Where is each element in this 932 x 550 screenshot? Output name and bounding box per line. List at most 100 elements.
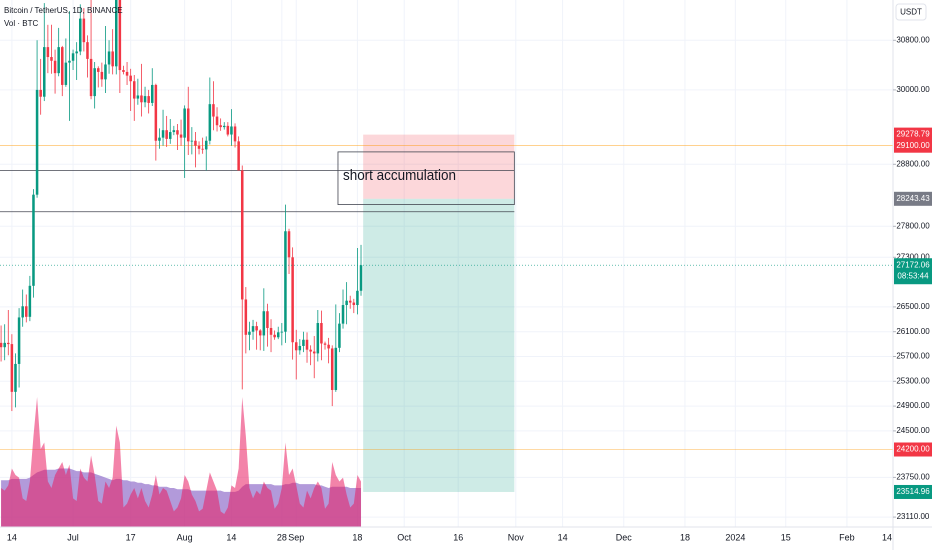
x-tick-label: 28 — [277, 532, 287, 542]
candle-body — [305, 339, 309, 350]
candle-body — [61, 47, 64, 85]
currency-button[interactable] — [895, 3, 927, 21]
candle-body — [14, 363, 17, 392]
y-tick-label: 25300.00 — [896, 376, 930, 385]
y-tick-label: 23110.00 — [897, 512, 930, 521]
candle-body — [7, 342, 10, 345]
price-tag-label: 23514.96 — [896, 487, 930, 496]
x-tick-label: 18 — [352, 532, 362, 542]
candle-body — [287, 231, 291, 258]
candle-body — [316, 323, 320, 354]
candle-body — [28, 285, 32, 317]
candle-body — [320, 323, 323, 344]
candle-body — [39, 89, 42, 97]
candle-body — [302, 339, 305, 346]
candle-body — [143, 96, 147, 103]
candle-body — [79, 18, 82, 52]
candle-body — [179, 134, 183, 138]
candle-body — [147, 96, 150, 103]
x-tick-label: Aug — [177, 532, 193, 542]
price-tag-label: 28243.43 — [896, 194, 930, 203]
candle-body — [359, 265, 363, 291]
candle-body — [348, 300, 352, 303]
candle-body — [71, 53, 75, 61]
candle-body — [75, 51, 78, 54]
candle-body — [89, 58, 93, 97]
x-tick-label: 14 — [226, 532, 236, 542]
candle-body — [129, 75, 132, 82]
candle-body — [46, 47, 50, 58]
candle-body — [356, 290, 359, 306]
candle-body — [197, 145, 201, 149]
price-tag-label: 27172.06 — [896, 260, 930, 269]
candle-body — [194, 140, 197, 146]
x-tick-label: Oct — [397, 532, 412, 542]
x-tick-label: 18 — [680, 532, 690, 542]
candle-body — [17, 317, 21, 364]
candle-body — [0, 342, 3, 348]
candle-body — [298, 345, 302, 351]
candle-body — [168, 132, 172, 139]
candle-body — [226, 125, 230, 135]
x-tick-label: 14 — [7, 532, 17, 542]
y-tick-label: 27800.00 — [896, 221, 930, 230]
axes: 30800.00 30000.00 28800.00 27800.00 27300.00… — [7, 35, 932, 542]
candle-body — [273, 334, 276, 338]
candle-body — [140, 95, 143, 103]
candle-body — [161, 130, 165, 138]
annotation-text: short accumulation — [343, 167, 456, 184]
candle-body — [341, 305, 345, 324]
candle-body — [186, 108, 190, 142]
price-tag — [894, 191, 932, 206]
price-tag-label: 24200.00 — [896, 445, 930, 454]
candle-body — [118, 0, 122, 71]
y-tick-label: 26100.00 — [896, 327, 930, 336]
candle-body — [208, 104, 212, 141]
candle-body — [53, 60, 57, 74]
x-tick-label: 15 — [781, 532, 791, 542]
y-tick-label: 28800.00 — [896, 159, 930, 168]
candle-body — [3, 342, 6, 348]
x-tick-label: Jul — [67, 532, 79, 542]
price-tag — [894, 127, 932, 142]
price-tag — [894, 484, 932, 499]
candle-body — [82, 18, 86, 43]
candle-body — [201, 148, 204, 150]
candle-body — [25, 306, 28, 317]
candle-body — [291, 257, 294, 343]
candle-body — [136, 95, 140, 99]
candle-body — [212, 104, 215, 117]
candle-body — [204, 140, 208, 150]
candle-body — [176, 130, 179, 135]
candle-body — [230, 126, 233, 135]
price-tag-label: 29100.00 — [896, 141, 930, 150]
candle-body — [32, 194, 35, 286]
candle-body — [330, 348, 334, 390]
currency-label[interactable]: USDT — [900, 8, 922, 17]
candle-body — [111, 51, 114, 67]
candle-body — [219, 125, 222, 128]
candle-body — [125, 71, 129, 76]
price-tag — [894, 138, 932, 153]
y-tick-label: 23750.00 — [896, 473, 930, 482]
candle-body — [68, 60, 71, 63]
price-tag — [894, 258, 932, 285]
candle-body — [248, 331, 251, 335]
candle-body — [150, 84, 154, 103]
x-tick-label: 2024 — [725, 532, 745, 542]
candle-body — [244, 299, 248, 335]
candle-body — [104, 64, 107, 80]
candle-body — [158, 137, 161, 141]
x-tick-label: 14 — [558, 532, 568, 542]
candle-body — [237, 141, 240, 171]
y-tick-label: 25700.00 — [896, 352, 930, 361]
x-tick-label: Nov — [508, 532, 525, 542]
countdown: 08:53:44 — [897, 271, 929, 280]
candle-body — [132, 81, 136, 99]
candle-body — [352, 302, 356, 306]
candle-body — [165, 130, 168, 139]
candle-body — [338, 323, 341, 348]
candle-body — [312, 351, 316, 354]
candle-body — [107, 51, 111, 65]
annotation-box — [337, 151, 515, 205]
